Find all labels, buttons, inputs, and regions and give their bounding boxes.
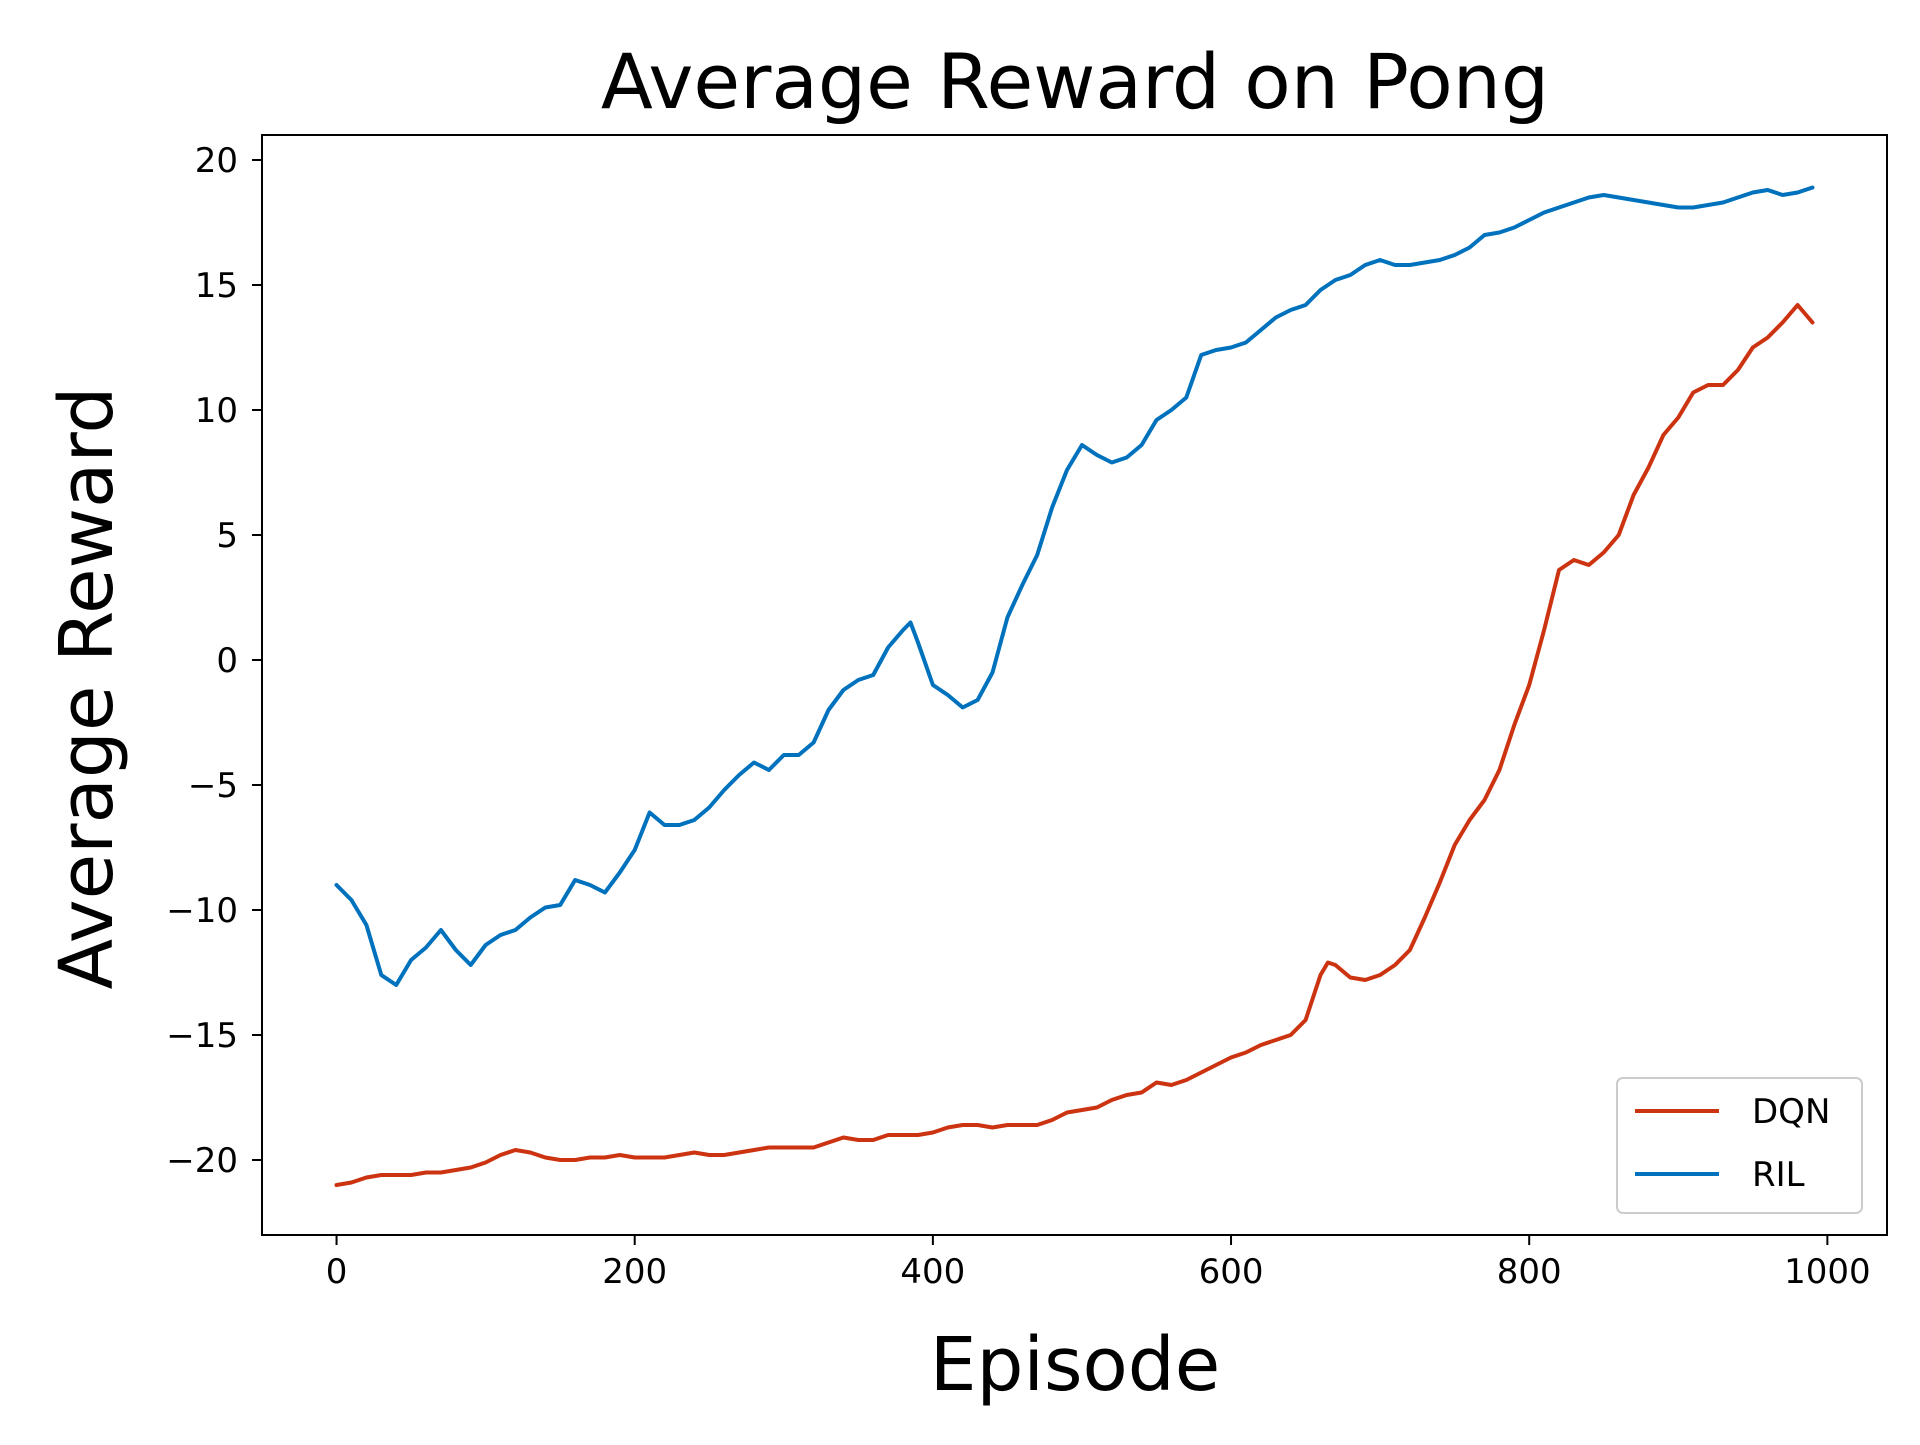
y-tick-label: 15 — [195, 266, 238, 306]
legend-label-ril: RIL — [1752, 1155, 1805, 1195]
y-tick-label: −5 — [188, 766, 238, 806]
x-tick-label: 1000 — [1784, 1252, 1871, 1292]
x-tick-label: 200 — [602, 1252, 667, 1292]
legend-label-dqn: DQN — [1752, 1092, 1830, 1132]
x-axis-label: Episode — [930, 1322, 1221, 1408]
y-tick-label: −10 — [166, 891, 238, 931]
y-tick-label: 20 — [195, 141, 238, 181]
series-line-ril — [334, 185, 1815, 987]
chart-title: Average Reward on Pong — [601, 37, 1549, 126]
y-tick-label: −15 — [166, 1016, 238, 1056]
y-axis-label: Average Reward — [44, 387, 130, 990]
x-tick-label: 600 — [1199, 1252, 1264, 1292]
x-tick-label: 400 — [900, 1252, 965, 1292]
y-tick-label: 0 — [216, 641, 238, 681]
x-tick-label: 0 — [326, 1252, 348, 1292]
series-line-dqn — [334, 303, 1815, 1187]
x-tick-label: 800 — [1497, 1252, 1562, 1292]
axis-ticks: 0 200 400 600 800 1000 −20 −15 −10 −5 0 5 10 15 20 — [166, 141, 1870, 1292]
y-tick-label: 5 — [216, 516, 238, 556]
y-tick-label: 10 — [195, 391, 238, 431]
series-lines — [334, 185, 1815, 1187]
y-tick-label: −20 — [166, 1141, 238, 1181]
legend: DQN RIL — [1616, 1077, 1863, 1214]
plot-frame — [261, 134, 1888, 1236]
